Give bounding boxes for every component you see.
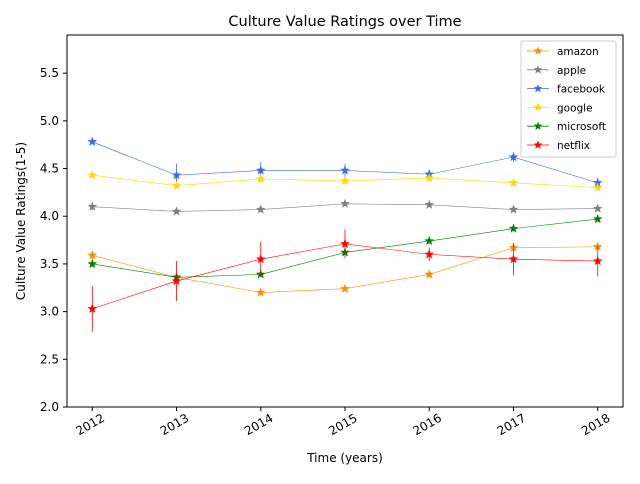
data-point-facebook bbox=[171, 170, 182, 180]
data-point-netflix bbox=[424, 249, 435, 259]
legend-items: amazon apple facebook google microsoft netfli… bbox=[527, 46, 606, 152]
data-point-google bbox=[340, 175, 350, 186]
legend-label-google: google bbox=[557, 102, 593, 114]
series-google bbox=[87, 170, 603, 192]
data-point-amazon bbox=[424, 269, 435, 279]
data-point-facebook bbox=[340, 165, 350, 175]
legend: amazon apple facebook google microsoft netfli… bbox=[520, 40, 617, 158]
x-tick-label: 2014 bbox=[242, 411, 275, 438]
legend-marker-google bbox=[533, 102, 543, 112]
x-tick-label: 2016 bbox=[411, 411, 444, 438]
y-tick-label: 4.0 bbox=[40, 209, 59, 223]
x-tick-label: 2013 bbox=[158, 411, 191, 438]
y-tick-label: 2.5 bbox=[40, 352, 59, 366]
x-tick-label: 2017 bbox=[495, 411, 528, 438]
data-point-facebook bbox=[508, 151, 519, 162]
series-apple bbox=[87, 198, 603, 216]
y-tick-label: 4.5 bbox=[40, 162, 59, 176]
data-point-microsoft bbox=[592, 213, 603, 224]
data-point-microsoft bbox=[424, 235, 435, 246]
data-point-google bbox=[424, 172, 435, 183]
legend-label-microsoft: microsoft bbox=[557, 121, 606, 133]
legend-marker-apple bbox=[533, 65, 543, 74]
legend-item-apple: apple bbox=[527, 65, 586, 77]
data-point-google bbox=[171, 180, 182, 190]
x-tick-label: 2015 bbox=[326, 411, 359, 438]
data-point-apple bbox=[592, 203, 603, 213]
legend-item-microsoft: microsoft bbox=[527, 121, 606, 133]
legend-marker-amazon bbox=[533, 46, 543, 55]
data-point-amazon bbox=[255, 287, 266, 297]
y-tick-label: 5.5 bbox=[40, 66, 59, 80]
y-tick-label: 2.0 bbox=[40, 400, 59, 414]
data-point-netflix bbox=[255, 253, 266, 264]
data-point-google bbox=[255, 173, 266, 184]
chart-title: Culture Value Ratings over Time bbox=[228, 14, 461, 30]
data-point-apple bbox=[424, 199, 435, 209]
data-point-google bbox=[508, 177, 519, 188]
series-netflix bbox=[87, 229, 603, 332]
y-tick-label: 3.0 bbox=[40, 305, 59, 319]
legend-label-apple: apple bbox=[557, 65, 586, 77]
legend-item-netflix: netflix bbox=[527, 140, 590, 152]
data-point-google bbox=[87, 170, 98, 180]
legend-label-facebook: facebook bbox=[557, 84, 606, 96]
data-point-netflix bbox=[508, 253, 519, 264]
data-point-netflix bbox=[592, 255, 603, 266]
x-tick-label: 2018 bbox=[579, 411, 612, 438]
data-point-google bbox=[592, 182, 603, 192]
y-axis-label: Culture Value Ratings(1-5) bbox=[14, 142, 28, 300]
data-point-netflix bbox=[171, 275, 182, 286]
data-point-apple bbox=[340, 198, 350, 209]
data-point-netflix bbox=[340, 238, 350, 249]
legend-label-amazon: amazon bbox=[557, 46, 599, 58]
legend-item-amazon: amazon bbox=[527, 46, 599, 58]
data-point-apple bbox=[87, 201, 98, 211]
legend-marker-facebook bbox=[533, 83, 543, 93]
y-tick-label: 3.5 bbox=[40, 257, 59, 271]
data-point-apple bbox=[171, 206, 182, 216]
series-layer bbox=[87, 136, 603, 332]
data-point-netflix bbox=[87, 303, 98, 313]
legend-marker-netflix bbox=[533, 140, 543, 149]
legend-marker-microsoft bbox=[533, 121, 543, 131]
data-point-microsoft bbox=[508, 223, 519, 233]
x-axis-label: Time (years) bbox=[306, 451, 383, 465]
data-point-apple bbox=[508, 204, 519, 214]
data-point-facebook bbox=[255, 165, 266, 175]
data-point-amazon bbox=[340, 283, 350, 293]
data-point-facebook bbox=[87, 136, 98, 147]
x-tick-label: 2012 bbox=[74, 411, 107, 438]
data-point-amazon bbox=[87, 250, 98, 260]
data-point-microsoft bbox=[87, 258, 98, 269]
legend-item-google: google bbox=[527, 102, 593, 114]
legend-label-netflix: netflix bbox=[557, 140, 590, 152]
legend-item-facebook: facebook bbox=[527, 84, 606, 96]
data-point-apple bbox=[255, 204, 266, 214]
y-tick-label: 5.0 bbox=[40, 114, 59, 128]
